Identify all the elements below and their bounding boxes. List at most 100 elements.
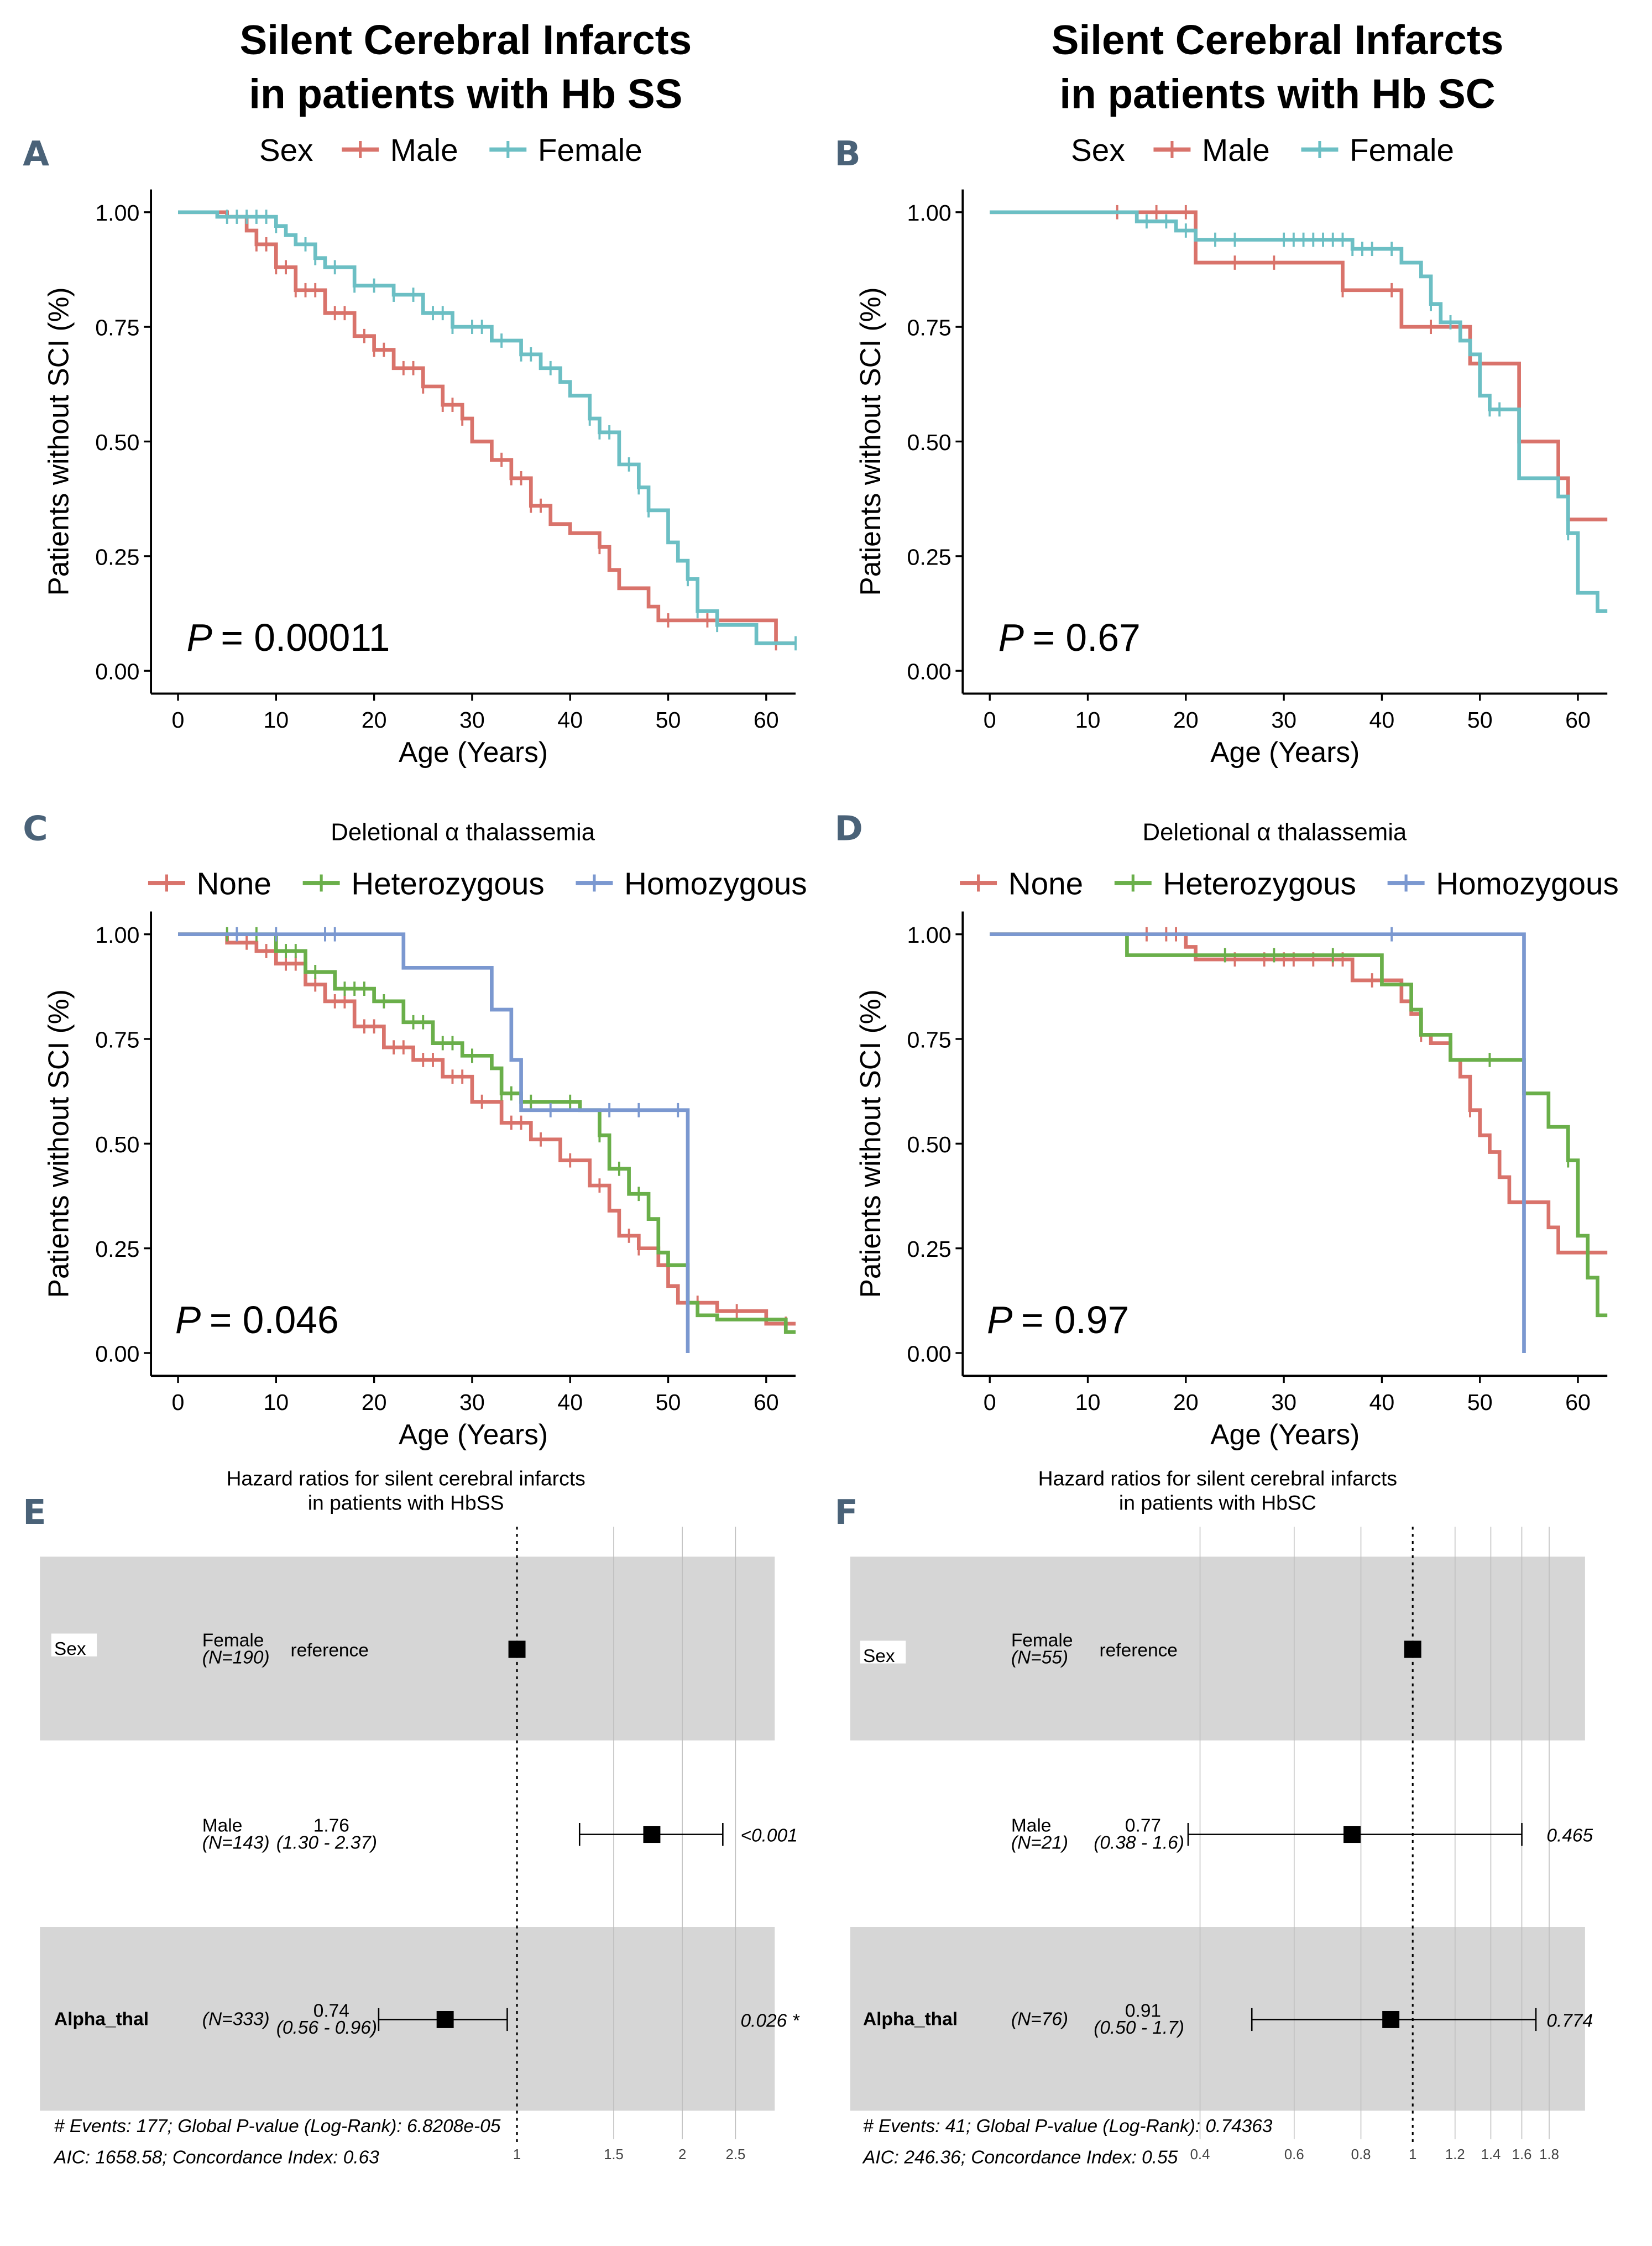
y-tick-label: 1.00	[907, 922, 951, 948]
survival-curve	[178, 932, 690, 1353]
survival-curve	[990, 210, 1608, 521]
hazard-ratio-marker	[508, 1641, 526, 1658]
x-tick-label: 1	[513, 2147, 521, 2163]
y-tick-label: 0.00	[907, 1341, 951, 1366]
p-value-annotation: P = 0.67	[998, 616, 1141, 659]
legend-label: Male	[390, 133, 458, 168]
forest-row: Alpha_thal (N=76) 0.91(0.50 - 1.7) 0.774	[863, 2000, 1593, 2038]
y-tick-label: 0.00	[907, 659, 951, 685]
y-tick-label: 0.25	[907, 544, 951, 570]
hazard-ratio-marker	[436, 2010, 454, 2028]
legend-title: Deletional α thalassemia	[1142, 819, 1407, 846]
survival-curve	[990, 932, 1608, 1318]
x-tick-label: 30	[1271, 1390, 1296, 1415]
forest-panel-f: 0.4 0.6 0.8 1 1.2 1.4 1.6 1.8 Sex Female(N=55) ref…	[850, 1527, 1593, 2168]
forest-row: Alpha_thal (N=333) 0.74(0.56 - 0.96) 0.026 …	[54, 2000, 800, 2038]
legend: Deletional α thalassemia None Heterozygous…	[960, 819, 1619, 902]
y-tick-label: 0.50	[95, 430, 139, 455]
legend: Sex Male Female	[259, 133, 642, 168]
legend-title: Sex	[259, 133, 313, 168]
x-axis-label: Age (Years)	[399, 1418, 548, 1450]
legend-label: Male	[1202, 133, 1270, 168]
p-value: = 0.00011	[221, 616, 390, 659]
ci-label: (1.30 - 2.37)	[276, 1832, 377, 1853]
panel-letter-a: A	[23, 134, 49, 174]
x-tick-label: 60	[754, 1390, 779, 1415]
variable-label: Sex	[54, 1639, 86, 1659]
variable-label: Alpha_thal	[863, 2009, 958, 2030]
estimate-label: 0.91	[1125, 2000, 1161, 2021]
n-label: (N=76)	[1011, 2009, 1068, 2030]
x-tick-label: 0	[172, 707, 185, 733]
y-tick-label: 0.00	[95, 659, 139, 685]
x-tick-label: 2	[678, 2147, 686, 2163]
x-tick-label: 10	[263, 1390, 289, 1415]
x-tick-label: 40	[1369, 707, 1394, 733]
estimate-label: 1.76	[313, 1815, 349, 1836]
x-tick-label: 10	[1075, 707, 1101, 733]
legend-label: None	[197, 867, 271, 902]
series-male	[990, 205, 1608, 521]
legend-label: Female	[1350, 133, 1454, 168]
hazard-ratio-marker	[643, 1826, 661, 1843]
p-label: P	[175, 1298, 201, 1341]
p-value: = 0.046	[210, 1298, 339, 1341]
footer-aic: AIC: 246.36; Concordance Index: 0.55	[862, 2148, 1178, 2168]
estimate-label: 0.74	[313, 2000, 349, 2021]
panel-letter-c: C	[23, 809, 48, 849]
y-tick-label: 0.75	[907, 315, 951, 341]
x-tick-label: 20	[1173, 707, 1199, 733]
panel-letter-d: D	[834, 809, 862, 849]
ci-label: (0.50 - 1.7)	[1094, 2018, 1184, 2038]
legend-title: Deletional α thalassemia	[331, 819, 595, 846]
chart-title-b-line1: Silent Cerebral Infarcts	[1052, 17, 1504, 63]
row-band	[40, 1556, 775, 1741]
hazard-ratio-marker	[1404, 1641, 1421, 1658]
survival-curve	[178, 210, 796, 645]
variable-label: Alpha_thal	[54, 2009, 149, 2030]
level-label: Male	[1011, 1815, 1052, 1836]
x-tick-label: 0.6	[1284, 2147, 1304, 2163]
chart-title-e-line2: in patients with HbSS	[308, 1491, 504, 1514]
y-tick-label: 0.50	[907, 430, 951, 455]
p-value-label: <0.001	[740, 1825, 797, 1846]
series-homozygous	[990, 927, 1526, 1353]
level-label: Male	[202, 1815, 243, 1836]
y-axis-label: Patients without SCI (%)	[854, 287, 886, 596]
survival-curve	[990, 210, 1608, 613]
x-tick-label: 1.5	[604, 2147, 624, 2163]
x-tick-label: 0	[172, 1390, 185, 1415]
hazard-ratio-marker	[1382, 2010, 1400, 2028]
series-heterozygous	[990, 932, 1608, 1318]
y-tick-label: 0.75	[95, 1027, 139, 1052]
x-axis-label: Age (Years)	[1210, 1418, 1360, 1450]
y-tick-label: 0.50	[95, 1132, 139, 1157]
chart-title-e-line1: Hazard ratios for silent cerebral infarc…	[226, 1467, 585, 1490]
legend-label: None	[1008, 867, 1083, 902]
estimate-label: reference	[291, 1641, 369, 1661]
n-label: (N=190)	[202, 1648, 270, 1668]
km-panel-a: Sex Male Female 0.00 0.25 0.50 0.75 1.00 0 10 20 30…	[43, 133, 797, 768]
series-heterozygous	[178, 927, 796, 1334]
x-tick-label: 2.5	[725, 2147, 745, 2163]
chart-title-f-line2: in patients with HbSC	[1119, 1491, 1316, 1514]
y-tick-label: 1.00	[907, 200, 951, 226]
legend-label: Heterozygous	[351, 867, 545, 902]
y-tick-label: 0.75	[95, 315, 139, 341]
forest-row: Sex Female(N=190) reference	[51, 1631, 526, 1668]
label-background	[51, 1633, 97, 1657]
x-tick-label: 30	[459, 1390, 485, 1415]
chart-title-a-line1: Silent Cerebral Infarcts	[239, 17, 692, 63]
series-none	[990, 927, 1608, 1255]
y-axis-label: Patients without SCI (%)	[43, 989, 75, 1298]
footer-events: # Events: 41; Global P-value (Log-Rank):…	[863, 2116, 1273, 2137]
legend-label: Homozygous	[1436, 867, 1619, 902]
panel-letters: A B C D E F	[23, 134, 862, 1532]
y-axis-label: Patients without SCI (%)	[43, 287, 75, 596]
x-tick-label: 20	[1173, 1390, 1199, 1415]
y-tick-label: 0.25	[95, 544, 139, 570]
survival-curve	[178, 210, 796, 645]
variable-label: Sex	[863, 1646, 895, 1667]
